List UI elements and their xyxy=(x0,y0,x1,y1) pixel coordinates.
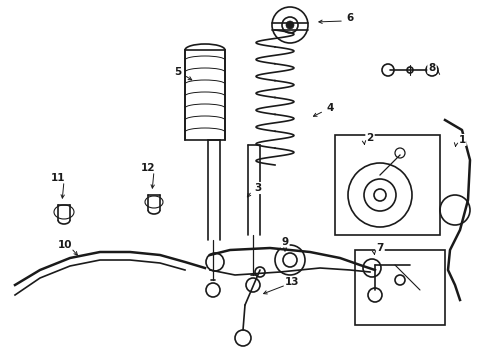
Text: 6: 6 xyxy=(346,13,354,23)
Text: 12: 12 xyxy=(141,163,155,173)
Bar xyxy=(355,250,445,325)
Circle shape xyxy=(286,21,294,29)
Bar xyxy=(335,135,440,235)
Circle shape xyxy=(407,67,413,73)
Text: 5: 5 xyxy=(174,67,182,77)
Text: 1: 1 xyxy=(458,135,466,145)
Text: 2: 2 xyxy=(367,133,373,143)
Text: 9: 9 xyxy=(281,237,289,247)
Text: 4: 4 xyxy=(326,103,334,113)
Text: 10: 10 xyxy=(58,240,72,250)
Text: 8: 8 xyxy=(428,63,436,73)
Text: 11: 11 xyxy=(51,173,65,183)
Bar xyxy=(185,50,225,140)
Text: 3: 3 xyxy=(254,183,262,193)
Text: 13: 13 xyxy=(285,277,299,287)
Text: 7: 7 xyxy=(376,243,384,253)
